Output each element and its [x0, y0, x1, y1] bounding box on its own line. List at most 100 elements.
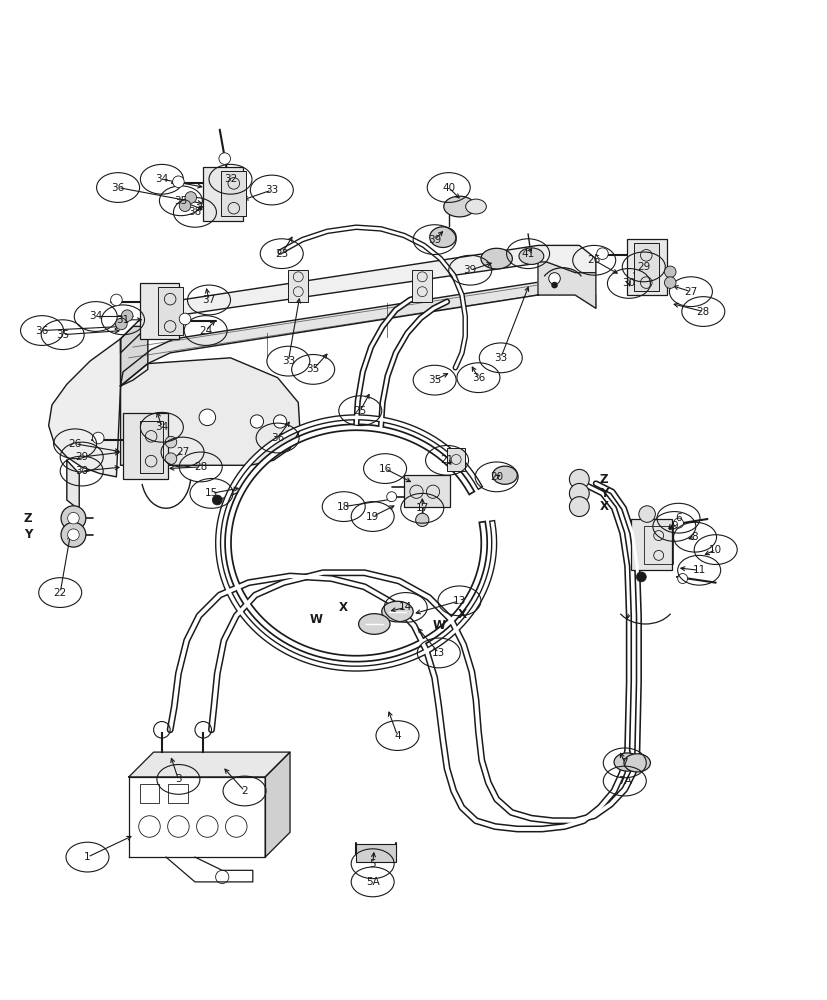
Circle shape	[636, 572, 646, 582]
Text: 35: 35	[306, 364, 319, 374]
Circle shape	[179, 313, 190, 325]
Ellipse shape	[381, 601, 413, 622]
Text: 25: 25	[353, 406, 366, 416]
Text: 28: 28	[194, 462, 207, 472]
Text: 41: 41	[521, 249, 534, 259]
Circle shape	[250, 415, 263, 428]
Polygon shape	[121, 358, 299, 465]
Text: 34: 34	[89, 311, 103, 321]
Text: 36: 36	[270, 433, 284, 443]
Text: 20: 20	[490, 472, 503, 482]
Circle shape	[111, 294, 122, 306]
Text: Z: Z	[600, 473, 608, 486]
Circle shape	[569, 497, 589, 517]
Text: X: X	[339, 601, 348, 614]
Bar	[633, 243, 658, 291]
Text: 31: 31	[117, 315, 130, 325]
Circle shape	[165, 436, 176, 448]
Circle shape	[663, 277, 675, 288]
Bar	[203, 167, 242, 221]
Circle shape	[116, 318, 127, 330]
Circle shape	[663, 266, 675, 278]
Text: X: X	[600, 500, 608, 513]
Text: 1: 1	[84, 852, 91, 862]
Text: 36: 36	[471, 373, 485, 383]
Text: 33: 33	[494, 353, 507, 363]
Text: X: X	[457, 608, 466, 621]
Circle shape	[218, 153, 230, 164]
Text: 5A: 5A	[366, 877, 379, 887]
Text: 28: 28	[696, 307, 709, 317]
Text: 30: 30	[75, 466, 88, 476]
Text: W: W	[432, 619, 445, 632]
Circle shape	[273, 415, 286, 428]
Bar	[158, 287, 182, 335]
Text: 33: 33	[281, 356, 294, 366]
Circle shape	[548, 273, 560, 284]
Bar	[404, 475, 449, 507]
Circle shape	[122, 310, 133, 321]
Text: 35: 35	[56, 330, 69, 340]
Polygon shape	[67, 460, 79, 510]
Bar	[447, 448, 465, 471]
Text: 17: 17	[415, 503, 428, 513]
Bar	[412, 270, 432, 302]
Text: Y: Y	[24, 528, 32, 541]
Circle shape	[68, 512, 79, 524]
Text: 36: 36	[36, 326, 49, 336]
Circle shape	[61, 522, 86, 547]
Text: 16: 16	[378, 464, 391, 474]
Text: 34: 34	[155, 422, 169, 432]
Ellipse shape	[492, 466, 517, 484]
Text: 35: 35	[174, 196, 187, 206]
Circle shape	[672, 518, 682, 528]
Text: 27: 27	[175, 447, 189, 457]
Text: 32: 32	[223, 174, 237, 184]
Text: 11: 11	[691, 565, 705, 575]
Polygon shape	[49, 339, 121, 477]
Circle shape	[551, 282, 557, 288]
Text: 24: 24	[198, 326, 212, 336]
Circle shape	[61, 506, 86, 531]
Text: 33: 33	[265, 185, 278, 195]
Text: 14: 14	[399, 602, 412, 612]
Text: 39: 39	[428, 235, 441, 245]
Text: Y: Y	[600, 487, 608, 500]
Bar	[288, 270, 308, 302]
Text: 18: 18	[337, 502, 350, 512]
Ellipse shape	[358, 614, 390, 634]
Polygon shape	[538, 262, 595, 308]
Bar	[140, 784, 160, 803]
Text: 21: 21	[440, 455, 453, 465]
Text: 7: 7	[621, 758, 628, 768]
Text: Z: Z	[24, 512, 32, 525]
Text: 39: 39	[463, 265, 476, 275]
Ellipse shape	[624, 754, 650, 772]
Text: 3: 3	[174, 774, 181, 784]
Text: 38: 38	[188, 207, 201, 217]
Text: 22: 22	[54, 588, 67, 598]
Text: 30: 30	[622, 278, 634, 288]
Text: 26: 26	[69, 439, 82, 449]
Text: 26: 26	[587, 255, 600, 265]
Circle shape	[638, 506, 655, 522]
Text: 4: 4	[394, 731, 400, 741]
Circle shape	[676, 574, 686, 583]
Ellipse shape	[614, 753, 640, 771]
Text: 10: 10	[708, 545, 721, 555]
Text: 7A: 7A	[617, 776, 631, 786]
Polygon shape	[121, 326, 148, 386]
Circle shape	[93, 432, 104, 444]
Bar	[356, 844, 395, 862]
Text: 37: 37	[202, 295, 215, 305]
Text: 19: 19	[366, 512, 379, 522]
Bar	[630, 519, 671, 570]
Text: 40: 40	[442, 183, 455, 193]
Bar	[221, 171, 246, 216]
Circle shape	[198, 409, 215, 426]
Ellipse shape	[429, 227, 456, 247]
Text: 23: 23	[275, 249, 288, 259]
Bar	[123, 413, 168, 479]
Circle shape	[165, 453, 176, 464]
Text: 34: 34	[155, 174, 169, 184]
